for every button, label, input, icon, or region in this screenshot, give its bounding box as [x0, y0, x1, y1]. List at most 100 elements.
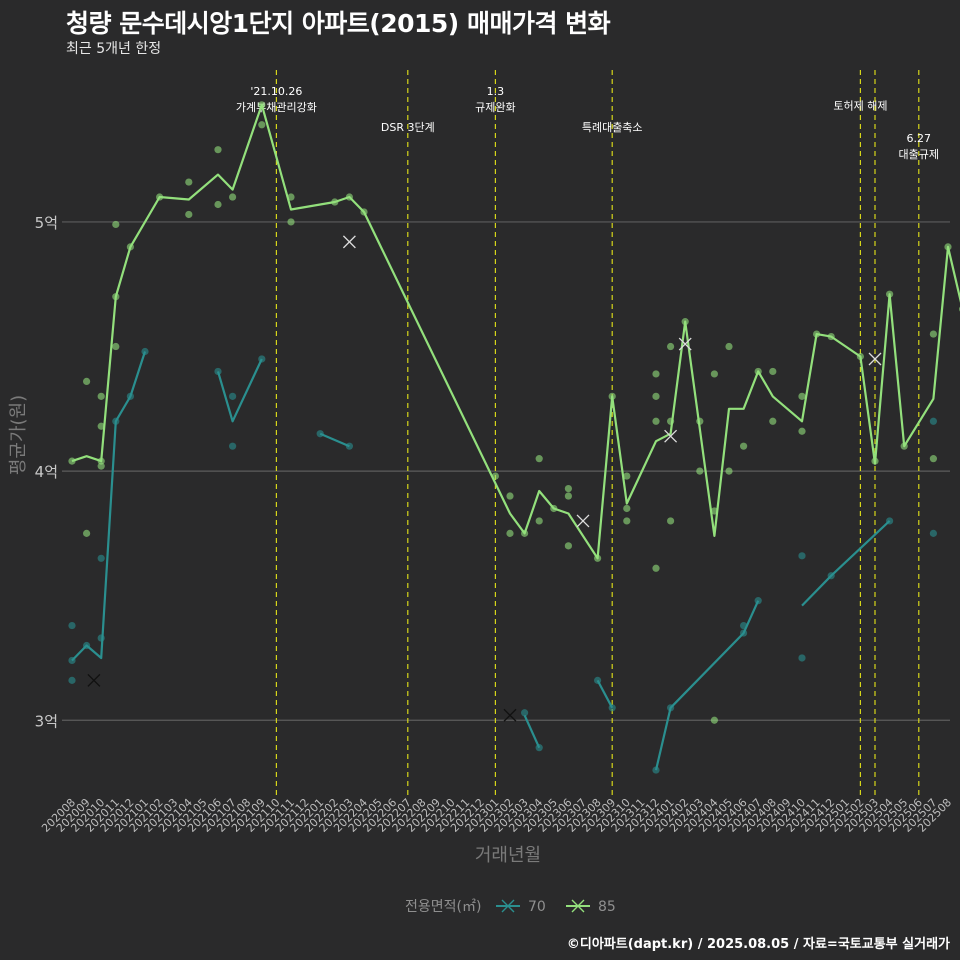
data-point	[564, 492, 573, 500]
legend: 전용면적(㎡) 70 85	[405, 899, 616, 915]
cross-marker	[87, 673, 101, 687]
series-line	[71, 351, 147, 662]
data-point	[521, 709, 529, 717]
series-line	[801, 520, 891, 607]
data-point	[667, 342, 675, 351]
legend-cross-icon	[571, 899, 585, 913]
y-axis: 3억 4억 5억	[35, 214, 58, 730]
event-label: 6.27	[907, 132, 932, 145]
series-line	[216, 358, 263, 423]
legend-item-85: 85	[566, 899, 616, 915]
data-point	[287, 193, 295, 201]
data-point	[652, 417, 660, 425]
y-axis-title: 평균가(원)	[8, 395, 29, 475]
data-point	[623, 504, 631, 513]
event-label: 토허제 해제	[833, 98, 887, 112]
event-label: '21.10.26	[250, 85, 302, 98]
legend-label: 85	[598, 899, 616, 915]
series-85	[68, 101, 960, 724]
data-point	[725, 467, 733, 475]
data-point	[287, 218, 295, 226]
data-point	[652, 370, 660, 378]
event-label: 1.3	[487, 85, 505, 98]
data-point	[214, 200, 222, 209]
event-label: DSR 3단계	[381, 121, 435, 134]
data-point	[564, 484, 573, 493]
series-line	[319, 432, 350, 448]
data-point	[798, 392, 806, 400]
gridlines	[62, 221, 950, 721]
legend-item-70: 70	[496, 899, 546, 915]
data-point	[229, 193, 237, 201]
data-point	[535, 517, 543, 525]
x-axis: 2020082020092020102020112020122021012021…	[39, 796, 954, 835]
data-point	[506, 492, 514, 500]
data-point	[667, 517, 675, 525]
data-point	[97, 554, 105, 562]
source-caption: ©디아파트(dapt.kr) / 2025.08.05 / 자료=국토교통부 실…	[566, 937, 950, 952]
event-label: 규제완화	[475, 101, 515, 114]
data-point	[83, 529, 91, 537]
series-line	[71, 103, 960, 560]
event-label: 대출규제	[899, 148, 939, 161]
data-point	[929, 417, 938, 425]
data-point	[769, 367, 777, 376]
data-point	[696, 467, 704, 475]
data-point	[929, 529, 938, 537]
data-point	[929, 330, 938, 338]
cross-marker	[678, 337, 692, 351]
legend-cross-icon	[501, 899, 515, 913]
data-point	[229, 442, 237, 450]
data-point	[623, 472, 631, 480]
data-point	[83, 377, 91, 386]
data-point	[68, 457, 76, 465]
data-point	[185, 178, 193, 186]
chart-subtitle: 최근 5개년 한정	[66, 41, 162, 57]
x-axis-title: 거래년월	[475, 845, 541, 866]
y-tick-label: 3억	[35, 712, 58, 730]
data-point	[258, 121, 266, 129]
legend-title: 전용면적(㎡)	[405, 899, 481, 915]
chart-title: 청량 문수데시앙1단지 아파트(2015) 매매가격 변화	[66, 9, 611, 38]
data-point	[652, 564, 660, 572]
data-point	[798, 427, 806, 435]
cross-marker	[868, 352, 882, 366]
data-point	[185, 210, 193, 219]
data-point	[710, 716, 719, 724]
legend-label: 70	[528, 899, 546, 915]
data-point	[112, 342, 120, 351]
data-point	[798, 552, 806, 560]
cross-marker	[576, 514, 590, 528]
data-point	[214, 146, 222, 154]
data-point	[97, 422, 105, 430]
data-point	[623, 517, 631, 525]
data-point	[564, 542, 573, 550]
y-tick-label: 4억	[35, 463, 58, 481]
data-point	[740, 442, 748, 450]
data-point	[97, 392, 105, 400]
data-point	[725, 342, 733, 351]
data-point	[929, 455, 938, 463]
data-point	[97, 462, 105, 470]
data-point	[229, 392, 237, 400]
series-line	[523, 714, 541, 749]
event-label: 가계부채관리강화	[236, 101, 317, 114]
data-point	[710, 370, 719, 378]
y-tick-label: 5억	[35, 214, 58, 232]
data-point	[112, 220, 120, 229]
data-point	[535, 455, 543, 463]
data-point	[68, 621, 76, 630]
series-line	[654, 600, 760, 771]
data-point	[769, 417, 777, 425]
series-line	[596, 679, 614, 709]
event-label: 특례대출축소	[582, 121, 643, 134]
data-point	[798, 654, 806, 662]
series-70	[68, 347, 938, 774]
cross-marker	[503, 708, 517, 722]
cross-marker	[342, 235, 356, 249]
data-point	[68, 676, 76, 684]
data-point	[506, 529, 514, 537]
cross-marker	[664, 429, 678, 443]
